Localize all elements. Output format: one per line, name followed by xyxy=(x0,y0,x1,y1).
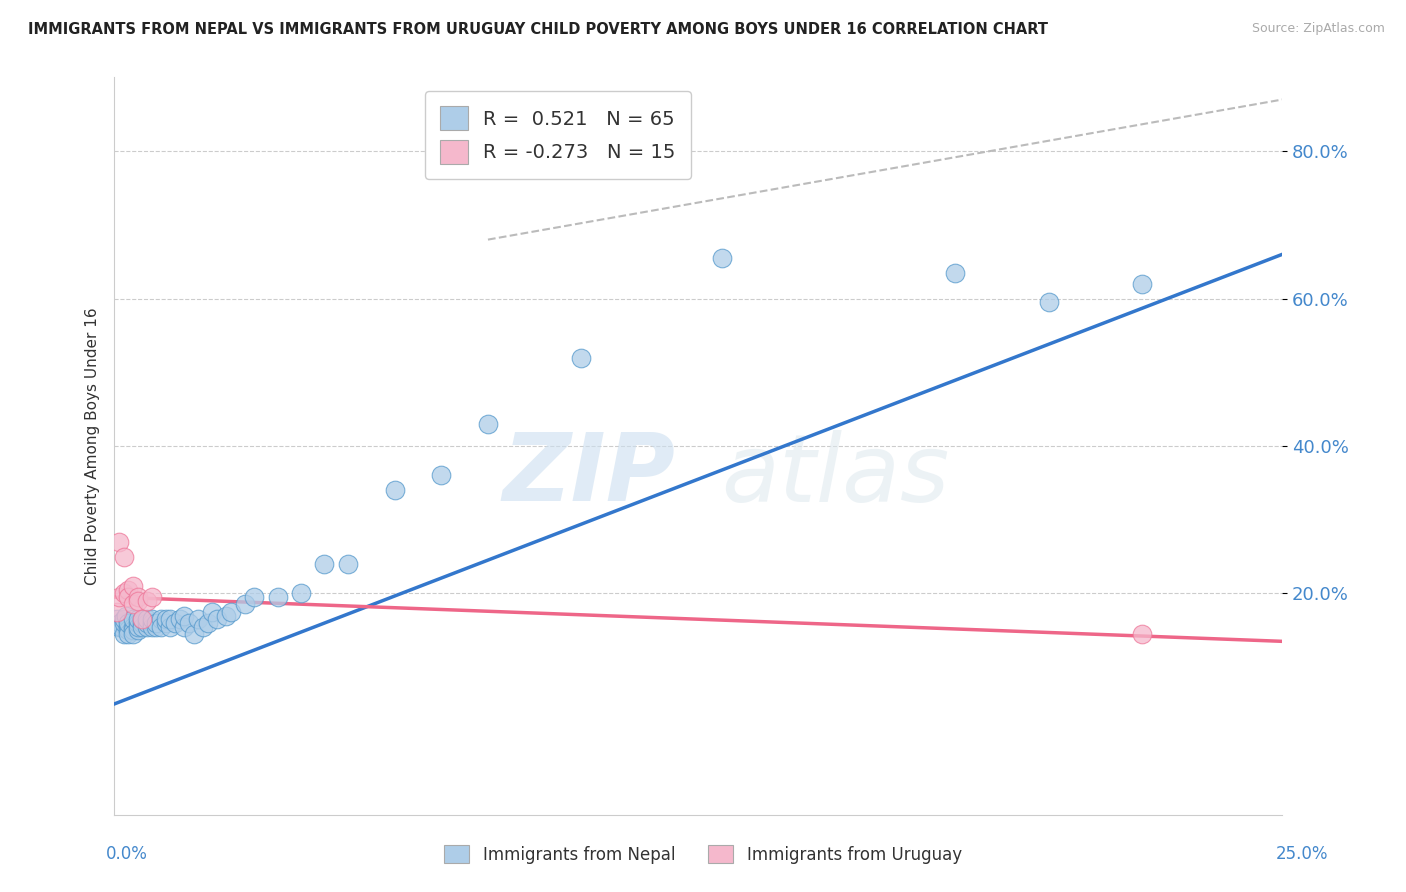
Text: IMMIGRANTS FROM NEPAL VS IMMIGRANTS FROM URUGUAY CHILD POVERTY AMONG BOYS UNDER : IMMIGRANTS FROM NEPAL VS IMMIGRANTS FROM… xyxy=(28,22,1047,37)
Point xyxy=(105,612,128,626)
Point xyxy=(173,619,195,633)
Point xyxy=(267,590,290,604)
Point xyxy=(243,590,266,604)
Point xyxy=(141,615,163,630)
Point xyxy=(117,619,139,633)
Point xyxy=(131,612,153,626)
Point xyxy=(131,612,153,626)
Point xyxy=(122,598,145,612)
Point xyxy=(205,612,228,626)
Point xyxy=(122,612,145,626)
Point xyxy=(112,586,135,600)
Point xyxy=(108,619,131,633)
Point xyxy=(108,615,131,630)
Point xyxy=(169,612,191,626)
Point xyxy=(127,612,149,626)
Point xyxy=(197,615,219,630)
Point xyxy=(336,557,359,571)
Point xyxy=(141,590,163,604)
Point xyxy=(131,619,153,633)
Point xyxy=(159,619,181,633)
Point xyxy=(477,417,499,431)
Point xyxy=(115,608,138,623)
Point xyxy=(1130,627,1153,641)
Point xyxy=(710,251,733,265)
Point xyxy=(145,619,167,633)
Point xyxy=(117,582,139,597)
Point xyxy=(114,612,136,626)
Text: ZIP: ZIP xyxy=(502,429,675,522)
Point xyxy=(215,608,238,623)
Point xyxy=(1130,277,1153,291)
Point xyxy=(384,483,406,498)
Point xyxy=(141,619,163,633)
Point xyxy=(122,579,145,593)
Point xyxy=(135,615,157,630)
Point xyxy=(122,627,145,641)
Point xyxy=(135,619,157,633)
Point xyxy=(201,605,224,619)
Point xyxy=(155,612,177,626)
Point xyxy=(135,612,157,626)
Point xyxy=(122,619,145,633)
Point xyxy=(108,534,131,549)
Point xyxy=(131,615,153,630)
Point xyxy=(117,615,139,630)
Legend: Immigrants from Nepal, Immigrants from Uruguay: Immigrants from Nepal, Immigrants from U… xyxy=(437,838,969,871)
Point xyxy=(149,619,172,633)
Point xyxy=(183,627,205,641)
Text: 25.0%: 25.0% xyxy=(1277,845,1329,863)
Point xyxy=(127,615,149,630)
Point xyxy=(117,624,139,638)
Point xyxy=(191,619,214,633)
Point xyxy=(122,624,145,638)
Point xyxy=(155,615,177,630)
Text: 0.0%: 0.0% xyxy=(105,845,148,863)
Point xyxy=(219,605,242,619)
Point xyxy=(163,615,186,630)
Point xyxy=(112,549,135,564)
Point xyxy=(1038,295,1060,310)
Point xyxy=(187,612,209,626)
Point xyxy=(127,594,149,608)
Point xyxy=(108,590,131,604)
Point xyxy=(290,586,312,600)
Point xyxy=(127,590,149,604)
Point xyxy=(105,605,128,619)
Legend: R =  0.521   N = 65, R = -0.273   N = 15: R = 0.521 N = 65, R = -0.273 N = 15 xyxy=(425,91,692,179)
Point xyxy=(173,608,195,623)
Point xyxy=(135,594,157,608)
Point xyxy=(110,619,132,633)
Point xyxy=(117,590,139,604)
Point xyxy=(943,266,966,280)
Point xyxy=(112,615,135,630)
Point xyxy=(127,624,149,638)
Point xyxy=(112,627,135,641)
Point xyxy=(117,627,139,641)
Point xyxy=(149,612,172,626)
Point xyxy=(159,612,181,626)
Point xyxy=(430,468,453,483)
Point xyxy=(177,615,200,630)
Text: atlas: atlas xyxy=(721,430,950,521)
Point xyxy=(127,619,149,633)
Text: Source: ZipAtlas.com: Source: ZipAtlas.com xyxy=(1251,22,1385,36)
Y-axis label: Child Poverty Among Boys Under 16: Child Poverty Among Boys Under 16 xyxy=(86,307,100,585)
Point xyxy=(141,612,163,626)
Point xyxy=(571,351,593,365)
Point xyxy=(145,615,167,630)
Point xyxy=(233,598,256,612)
Point xyxy=(314,557,336,571)
